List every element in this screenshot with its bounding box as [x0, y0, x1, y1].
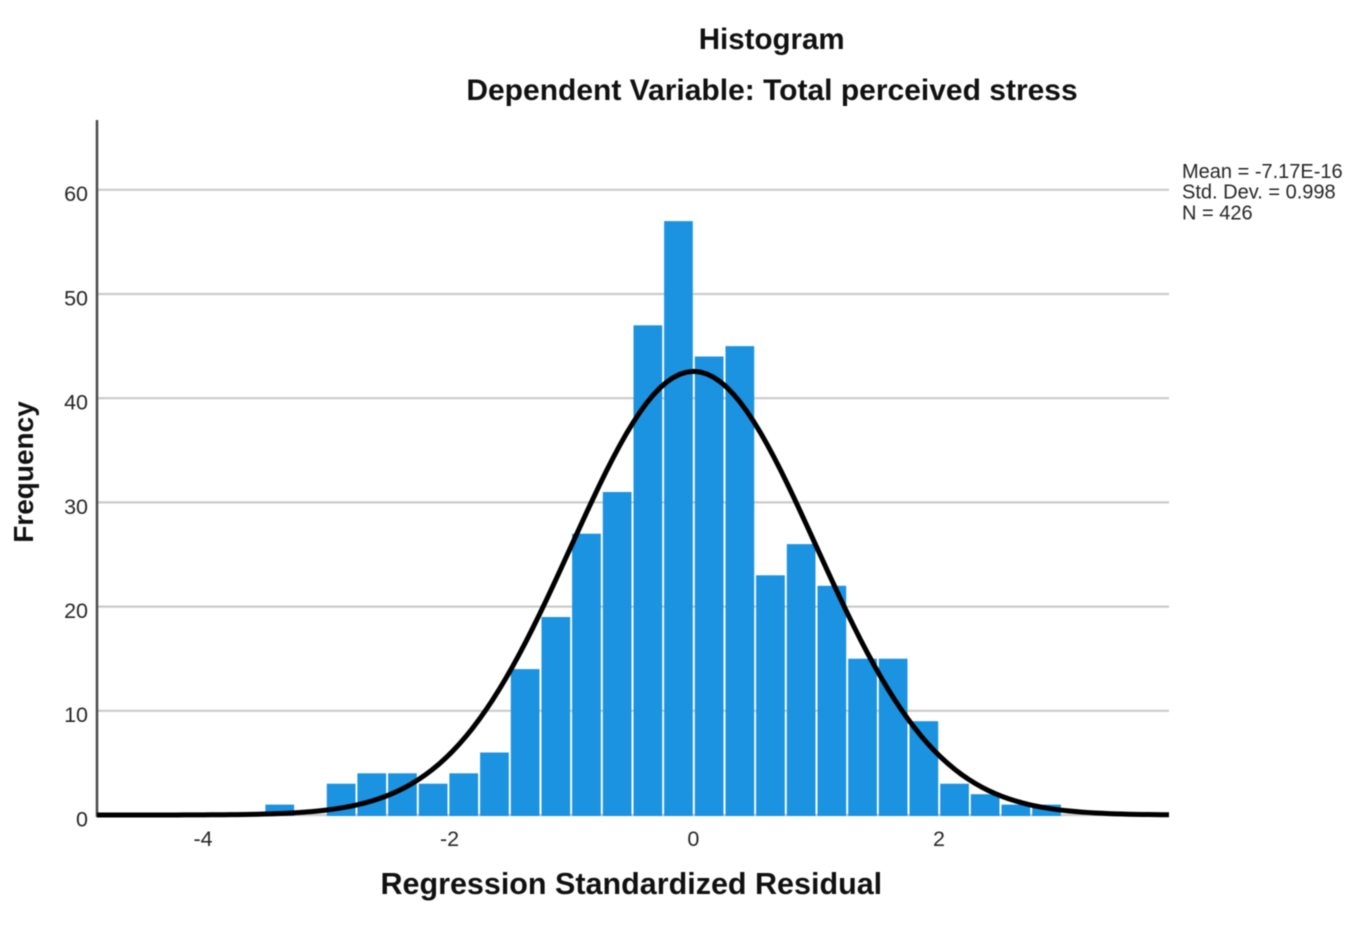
svg-text:-4: -4 — [193, 827, 212, 851]
svg-text:Std. Dev. = 0.998: Std. Dev. = 0.998 — [1182, 182, 1336, 204]
svg-text:20: 20 — [64, 599, 88, 623]
svg-text:40: 40 — [64, 391, 88, 415]
svg-text:2: 2 — [933, 827, 945, 851]
svg-text:60: 60 — [64, 182, 88, 206]
svg-text:Histogram: Histogram — [699, 23, 845, 56]
svg-text:30: 30 — [64, 495, 88, 519]
svg-text:Mean = -7.17E-16: Mean = -7.17E-16 — [1182, 161, 1343, 183]
svg-text:Dependent Variable: Total perc: Dependent Variable: Total perceived stre… — [466, 74, 1077, 107]
svg-text:N = 426: N = 426 — [1182, 202, 1253, 224]
svg-text:50: 50 — [64, 286, 88, 310]
svg-text:0: 0 — [687, 827, 699, 851]
svg-text:Regression Standardized Residu: Regression Standardized Residual — [380, 867, 882, 901]
svg-text:Frequency: Frequency — [8, 401, 39, 543]
svg-text:10: 10 — [64, 703, 88, 727]
svg-text:-2: -2 — [440, 827, 459, 851]
svg-text:0: 0 — [76, 807, 88, 831]
